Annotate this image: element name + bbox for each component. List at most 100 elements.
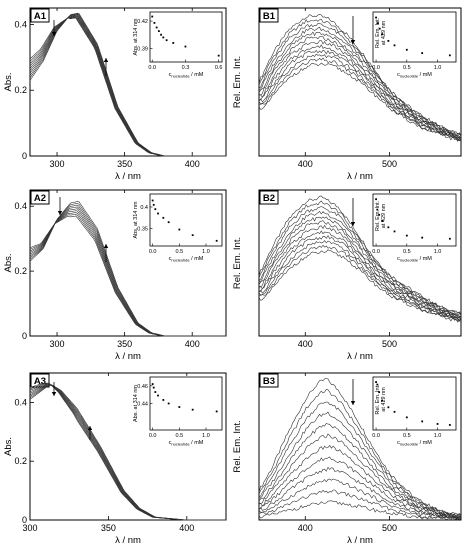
panel-label: A1: [30, 8, 50, 23]
trend-arrow-up-head: [103, 58, 109, 62]
inset-point: [191, 234, 194, 237]
spectrum-line: [258, 224, 462, 319]
inset-x-title-unit: / mM: [190, 72, 204, 78]
spectra-series: [258, 13, 462, 142]
y-tick-label: 0: [22, 151, 27, 161]
panel-label-box: [30, 8, 50, 23]
inset-x-tick-label: 1.0: [434, 433, 442, 439]
inset-point: [421, 52, 424, 55]
spectrum-line: [258, 466, 462, 521]
spectrum-line: [258, 49, 462, 142]
spectrum-line: [258, 200, 462, 316]
spectrum-line: [258, 220, 462, 319]
inset-y-title: Abs. at 314 nm: [133, 18, 139, 55]
inset-x-tick-label: 0.0: [149, 433, 157, 439]
inset-point: [378, 391, 381, 394]
inset-x-tick-label: 1.0: [434, 249, 442, 255]
trend-arrow-down: [51, 382, 57, 396]
spectrum-line: [258, 433, 462, 519]
x-axis-title: λ / nm: [347, 351, 373, 362]
inset-x-title: cnucleotide / mM: [169, 256, 204, 263]
panel-label-box: [259, 8, 279, 23]
inset-y-title-line: Rel. Em. Int.: [375, 17, 381, 48]
inset-point: [155, 26, 158, 29]
spectra-series: [29, 382, 226, 521]
panel-a2: 300 350 400 0 0.2 0.4 λ / nm Abs. A2 0.0 0.5 1.0 0.3…: [3, 189, 227, 362]
inset-y-tick-label: 0.4: [140, 205, 148, 211]
inset-point: [160, 33, 162, 36]
spectrum-line: [258, 216, 462, 318]
trend-arrow-down-head: [51, 392, 57, 396]
inset-point: [217, 54, 220, 57]
spectrum-line: [258, 249, 462, 323]
panel-label: B2: [259, 190, 279, 205]
inset-y-title-line: Rel. Em. Int.: [375, 200, 381, 231]
panel-label-box: [30, 190, 50, 205]
inset-point: [421, 420, 424, 423]
plot-frame: [29, 372, 227, 521]
inset-x-tick-label: 0.0: [372, 433, 380, 439]
spectrum-line: [258, 40, 462, 139]
inset-y-title-line: Rel. Em. Int.: [375, 384, 381, 415]
spectrum-line: [258, 478, 462, 521]
inset-y-title: Abs. at 314 nm: [133, 201, 139, 238]
inset-point: [162, 216, 165, 219]
inset-plot: 0.0 0.5 1.0 0.44 0.46 cnucleotide / mM Abs. at…: [133, 376, 223, 447]
inset-point: [376, 383, 379, 386]
inset-y-title-line: at 429 nm: [381, 203, 387, 228]
inset-frame: [372, 193, 457, 247]
inset-y-title: Abs. at 314 nm: [133, 385, 139, 422]
spectrum-line: [29, 215, 226, 337]
inset-point: [387, 226, 390, 229]
inset-point: [377, 22, 379, 25]
inset-frame: [372, 11, 457, 63]
inset-x-title: cnucleotide / mM: [169, 72, 204, 79]
inset-x-title-unit: / mM: [190, 256, 204, 262]
inset-point: [162, 36, 165, 39]
trend-arrow-down: [350, 379, 356, 405]
inset-point: [376, 208, 379, 211]
inset-x-title-unit: / mM: [190, 440, 204, 446]
x-tick-label: 350: [117, 339, 132, 349]
trend-arrow-down: [57, 197, 63, 215]
inset-point: [184, 45, 187, 48]
trend-arrow-down-head: [350, 40, 356, 44]
spectrum-line: [259, 456, 462, 519]
y-axis-title: Rel. Em. Int.: [232, 420, 243, 472]
x-tick-label: 400: [179, 523, 194, 533]
inset-point: [151, 383, 154, 385]
spectrum-line: [258, 31, 462, 139]
spectrum-line: [258, 240, 462, 321]
trend-arrow-down: [350, 16, 356, 44]
trend-arrow-up: [103, 58, 109, 76]
inset-frame: [372, 376, 457, 431]
inset-point: [178, 228, 181, 231]
plot-frame: [29, 189, 227, 337]
inset-point: [157, 212, 159, 215]
spectra-series: [29, 201, 226, 337]
spectra-series: [29, 12, 226, 157]
x-tick-label: 400: [298, 523, 313, 533]
inset-x-tick-label: 1.0: [202, 433, 210, 439]
inset-point: [152, 203, 155, 206]
inset-point: [405, 416, 408, 419]
y-axis-title: Abs.: [3, 72, 14, 91]
inset-x-title-subscript: nucleotide: [171, 74, 190, 79]
inset-y-tick-label: 0.35: [137, 227, 148, 233]
y-tick-label: 0: [22, 331, 27, 341]
trend-arrow-up-head: [103, 244, 109, 248]
inset-point: [381, 33, 384, 36]
inset-point: [378, 27, 381, 30]
panel-label: A2: [30, 190, 50, 205]
spectrum-line: [258, 423, 462, 519]
inset-x-tick-label: 0.5: [176, 433, 184, 439]
inset-point: [215, 239, 218, 242]
panel-label-text: A2: [34, 193, 46, 204]
inset-plot: 0.0 0.3 0.6 0.39 0.42 cnucleotide / mM Abs. at…: [133, 11, 223, 79]
x-axis-title: λ / nm: [347, 535, 373, 546]
inset-point: [448, 237, 451, 240]
inset-point: [178, 406, 181, 408]
